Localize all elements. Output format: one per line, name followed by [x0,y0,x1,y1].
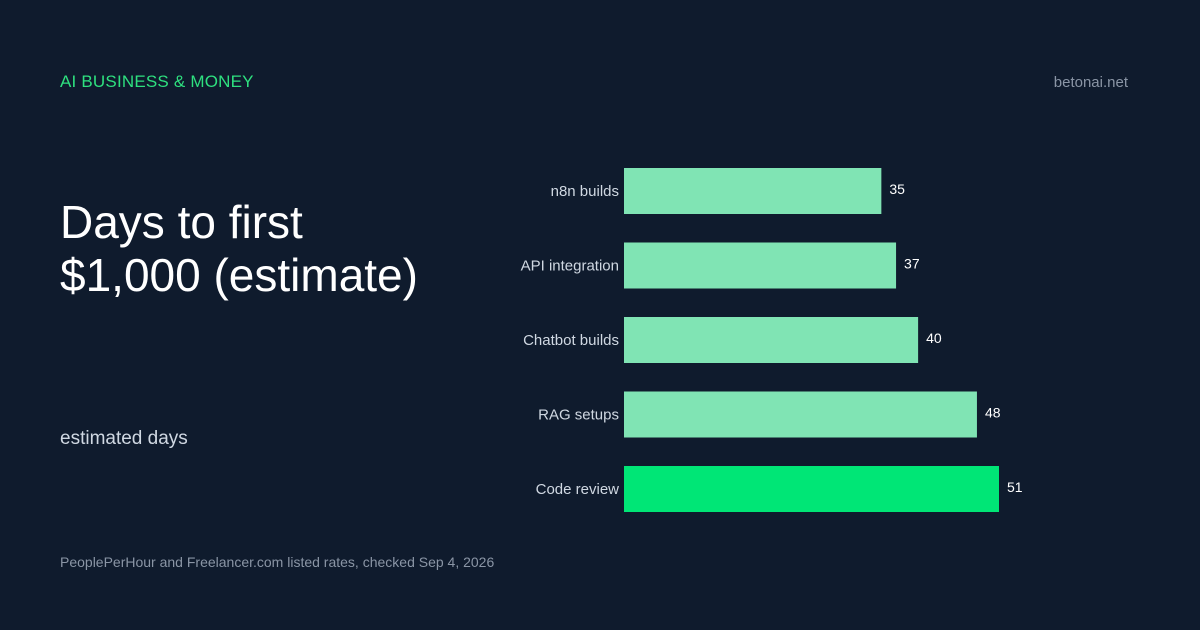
value-label-chatbot-builds: 40 [926,330,942,346]
bar-chatbot-builds [624,317,919,363]
chart-subtitle: estimated days [60,428,188,449]
brand-label: AI BUSINESS & MONEY [60,72,254,91]
category-label-code-review: Code review [536,481,620,498]
chart-title-line-2: $1,000 (estimate) [60,249,418,301]
value-label-rag-setups: 48 [985,405,1001,421]
category-label-n8n-builds: n8n builds [551,183,619,200]
category-label-rag-setups: RAG setups [538,407,619,424]
value-label-api-integration: 37 [904,256,920,272]
chart-title-line-1: Days to first [60,196,303,248]
bar-n8n-builds [624,168,882,214]
source-note: PeoplePerHour and Freelancer.com listed … [60,554,495,570]
value-label-n8n-builds: 35 [889,181,905,197]
bar-code-review [624,466,999,512]
bar-api-integration [624,242,897,289]
category-label-api-integration: API integration [521,258,619,275]
site-domain: betonai.net [1053,74,1128,91]
value-label-code-review: 51 [1007,479,1023,495]
category-label-chatbot-builds: Chatbot builds [523,332,619,349]
bar-rag-setups [624,391,977,438]
chart-title: Days to first $1,000 (estimate) [60,196,418,302]
